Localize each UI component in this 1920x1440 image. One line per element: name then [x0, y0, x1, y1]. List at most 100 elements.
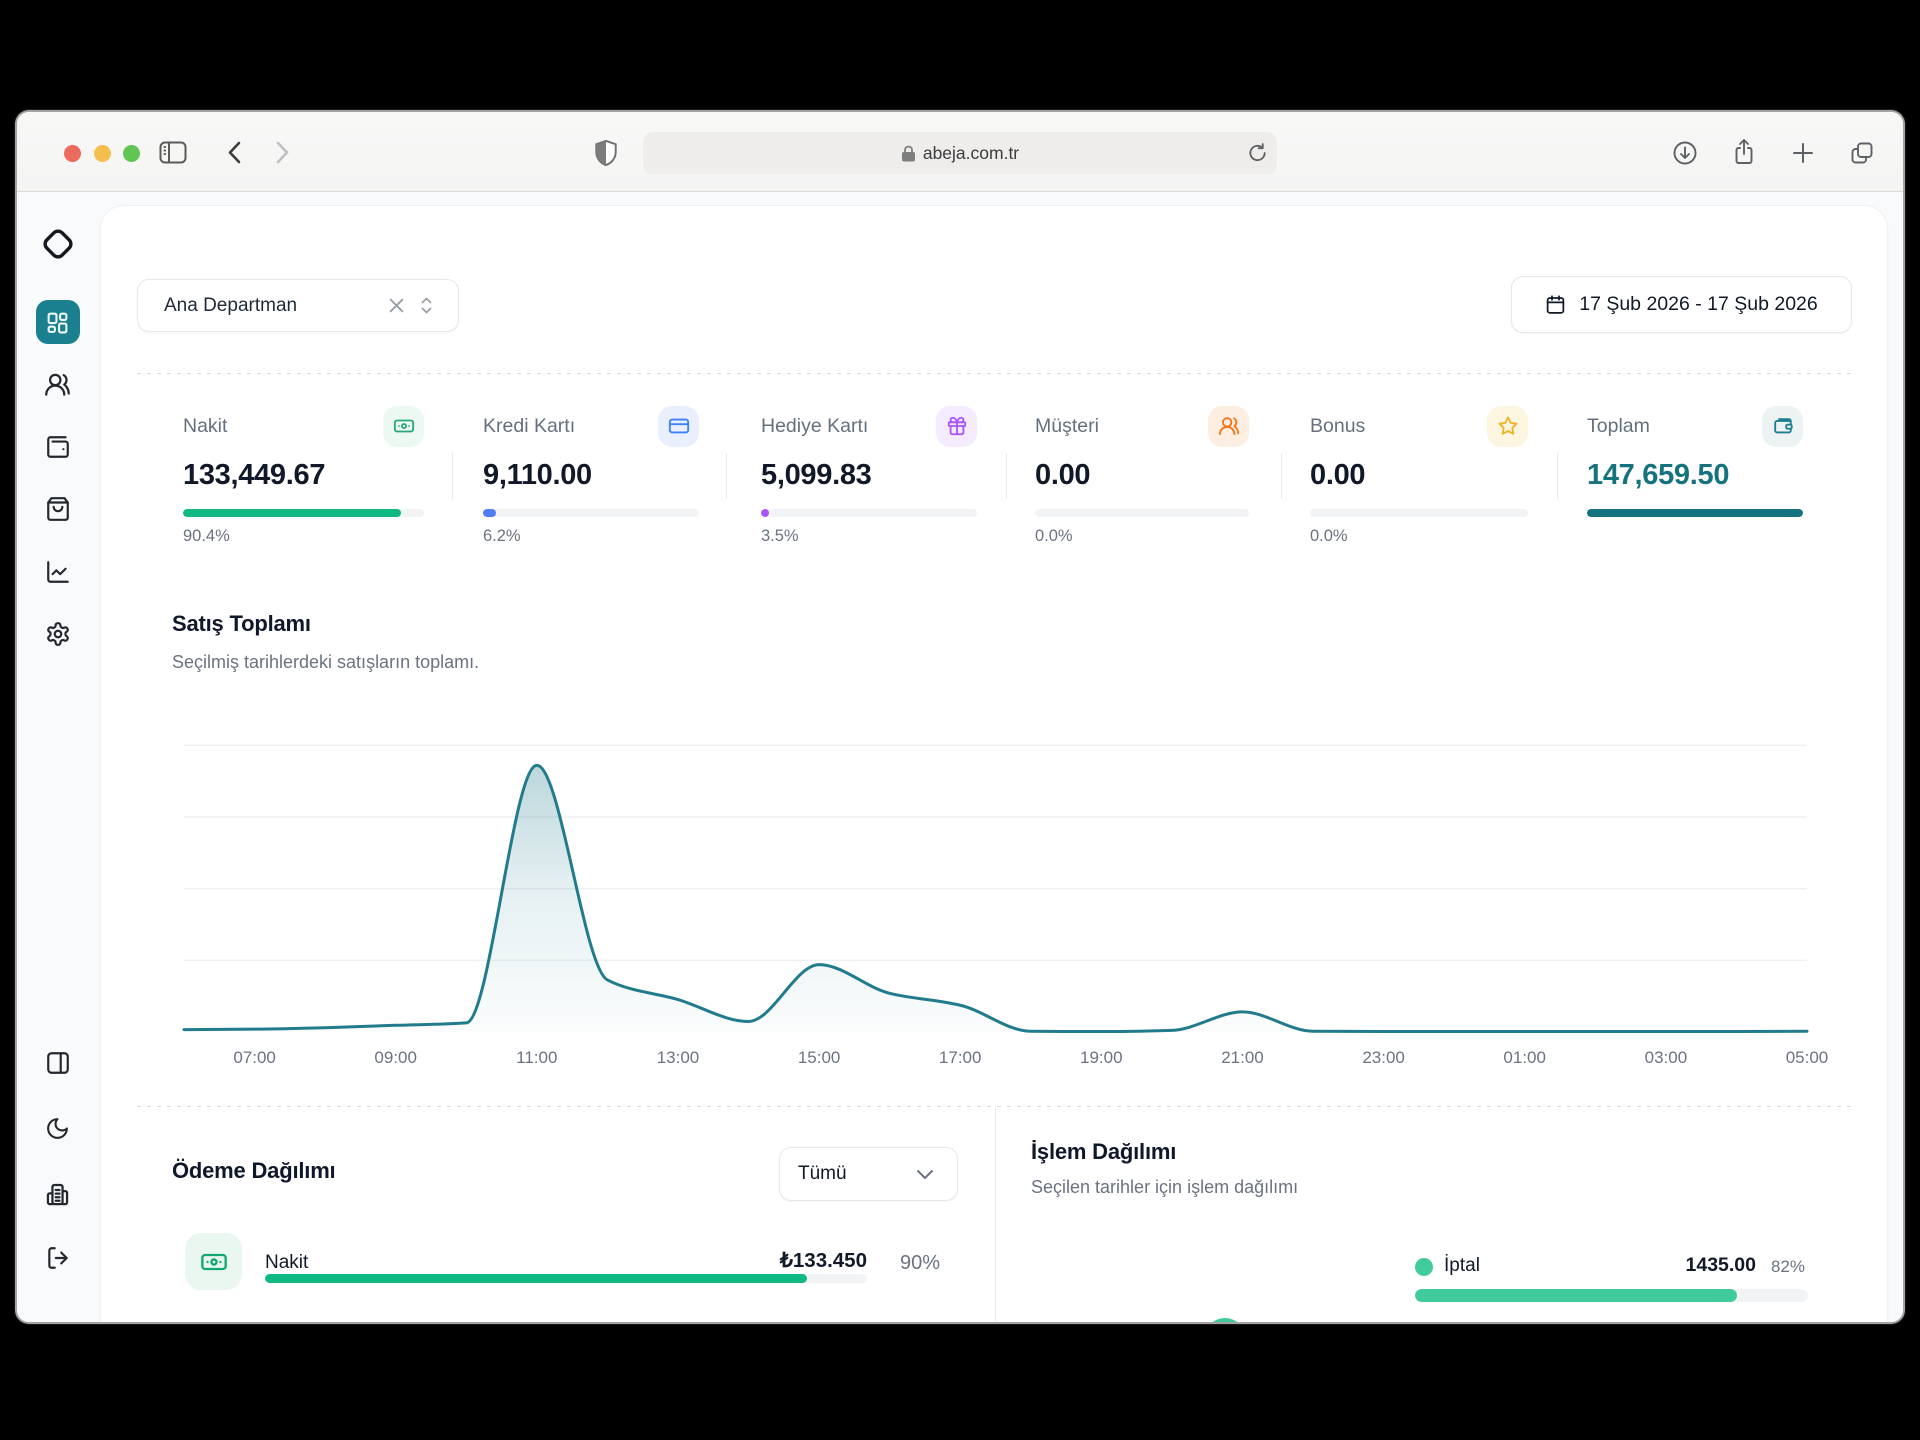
payment-item-value: ₺133.450 [779, 1249, 867, 1272]
date-range-button[interactable]: 17 Şub 2026 - 17 Şub 2026 [1511, 276, 1852, 333]
stat-label: Bonus [1310, 414, 1366, 437]
banknote-icon [383, 405, 424, 447]
stat-value: 0.00 [1035, 459, 1091, 491]
svg-text:09:00: 09:00 [374, 1048, 417, 1067]
close-button[interactable] [64, 144, 81, 162]
transactions-subtitle: Seçilen tarihler için işlem dağılımı [1031, 1177, 1299, 1197]
sidebar-toggle-icon[interactable] [159, 141, 187, 164]
stat-percent: 0.0% [1035, 527, 1073, 545]
stat-percent: 90.4% [183, 527, 230, 545]
sidebar-item-products[interactable] [17, 496, 98, 522]
webpage: Ana Departman 17 Şub 2026 - 17 Şub 2026 [17, 192, 1903, 1322]
shopping-bag-icon [46, 497, 69, 521]
share-icon[interactable] [1732, 138, 1756, 166]
date-range-label: 17 Şub 2026 - 17 Şub 2026 [1579, 293, 1818, 315]
sidebar-item-dark-mode[interactable] [17, 1116, 98, 1141]
chart-line [182, 763, 1809, 1034]
app-logo-diamond-icon [17, 226, 98, 262]
users-icon [45, 373, 70, 396]
sales-area-chart[interactable]: 07:00 09:00 11:00 13:00 15:00 17:00 19:00 21:00… [101, 706, 1889, 1086]
calendar-icon [1546, 295, 1565, 314]
panel-right-icon [46, 1052, 69, 1074]
gift-icon [936, 405, 977, 447]
tab-overview-icon[interactable] [1850, 141, 1874, 165]
sidebar-item-printer[interactable] [17, 1181, 98, 1208]
svg-text:17:00: 17:00 [939, 1048, 982, 1067]
legend-dot [1415, 1258, 1433, 1276]
privacy-shield-icon[interactable] [593, 139, 619, 167]
stat-value: 9,110.00 [483, 459, 592, 491]
gear-icon [46, 622, 69, 646]
stat-progress-bar [1035, 509, 1249, 517]
sidebar-item-dashboard[interactable] [35, 300, 80, 344]
stat-percent: 6.2% [483, 527, 521, 545]
browser-toolbar: abeja.com.tr [17, 112, 1903, 192]
chevrons-up-down-icon[interactable] [419, 296, 434, 315]
payment-item-label: Nakit [265, 1252, 309, 1273]
address-bar[interactable]: abeja.com.tr [643, 132, 1277, 174]
payments-filter-select[interactable]: Tümü [779, 1147, 958, 1201]
svg-text:05:00: 05:00 [1786, 1048, 1829, 1067]
stat-divider [1281, 453, 1282, 499]
sidebar-item-panel-toggle[interactable] [17, 1050, 98, 1076]
clear-selection-icon[interactable] [388, 297, 405, 314]
department-select-value: Ana Departman [164, 294, 298, 316]
forward-icon[interactable] [271, 140, 293, 165]
safari-window: abeja.com.tr [17, 112, 1903, 1322]
log-out-icon [47, 1247, 68, 1269]
stat-card: Nakit 133,449.67 90.4% [183, 405, 424, 546]
svg-text:13:00: 13:00 [657, 1048, 700, 1067]
transaction-item-percent: 82% [1770, 1257, 1805, 1276]
sidebar-item-payments[interactable] [17, 434, 98, 460]
transaction-item-bar [1415, 1289, 1808, 1302]
banknote-icon [200, 1253, 227, 1270]
transaction-item-value: 1435.00 [1685, 1254, 1757, 1276]
reload-icon[interactable] [1247, 142, 1268, 164]
wallet-icon [46, 436, 69, 458]
svg-text:01:00: 01:00 [1503, 1048, 1546, 1067]
svg-text:19:00: 19:00 [1080, 1048, 1123, 1067]
stat-progress-bar [483, 509, 699, 517]
stat-divider [1557, 453, 1558, 499]
stat-label: Kredi Kartı [483, 414, 576, 437]
chart-area-fill [184, 765, 1807, 1032]
stat-value: 0.00 [1310, 459, 1366, 491]
payment-item-bar [265, 1274, 867, 1283]
payment-item-percent: 90% [900, 1252, 941, 1274]
payments-filter-value: Tümü [798, 1163, 847, 1184]
chevron-down-icon [917, 1169, 933, 1179]
stat-label: Toplam [1587, 414, 1650, 437]
payments-title: Ödeme Dağılımı [172, 1158, 336, 1183]
downloads-icon[interactable] [1673, 141, 1697, 165]
divider [137, 373, 1852, 374]
sales-chart-subtitle: Seçilmiş tarihlerdeki satışların toplamı… [172, 652, 480, 672]
sidebar-item-logout[interactable] [17, 1245, 98, 1271]
sidebar-item-settings[interactable] [17, 621, 98, 647]
stat-progress-bar [183, 509, 424, 517]
stat-label: Nakit [183, 414, 228, 437]
svg-text:07:00: 07:00 [233, 1048, 276, 1067]
chart-line-icon [46, 561, 69, 583]
lock-icon [901, 145, 915, 161]
stat-value: 133,449.67 [183, 459, 326, 491]
transactions-donut-chart [1204, 1318, 1246, 1322]
dashboard-panel: Ana Departman 17 Şub 2026 - 17 Şub 2026 [100, 205, 1888, 1322]
credit-card-icon [658, 405, 699, 447]
department-select[interactable]: Ana Departman [137, 279, 459, 332]
stat-value: 5,099.83 [761, 459, 872, 491]
minimize-button[interactable] [93, 144, 111, 162]
new-tab-icon[interactable] [1792, 142, 1814, 164]
sidebar-item-customers[interactable] [17, 371, 98, 398]
sidebar-item-reports[interactable] [17, 559, 98, 585]
stat-divider [726, 453, 727, 499]
stat-card: Kredi Kartı 9,110.00 6.2% [483, 405, 699, 546]
stat-card: Müşteri 0.00 0.0% [1035, 405, 1249, 546]
stat-card: Bonus 0.00 0.0% [1310, 405, 1528, 546]
zoom-button[interactable] [123, 144, 140, 162]
printer-icon [46, 1183, 69, 1206]
stat-value: 147,659.50 [1587, 459, 1730, 491]
svg-text:03:00: 03:00 [1645, 1048, 1688, 1067]
back-icon[interactable] [224, 140, 246, 165]
stat-progress-bar [1310, 509, 1528, 517]
layout-dashboard-icon [47, 312, 68, 333]
